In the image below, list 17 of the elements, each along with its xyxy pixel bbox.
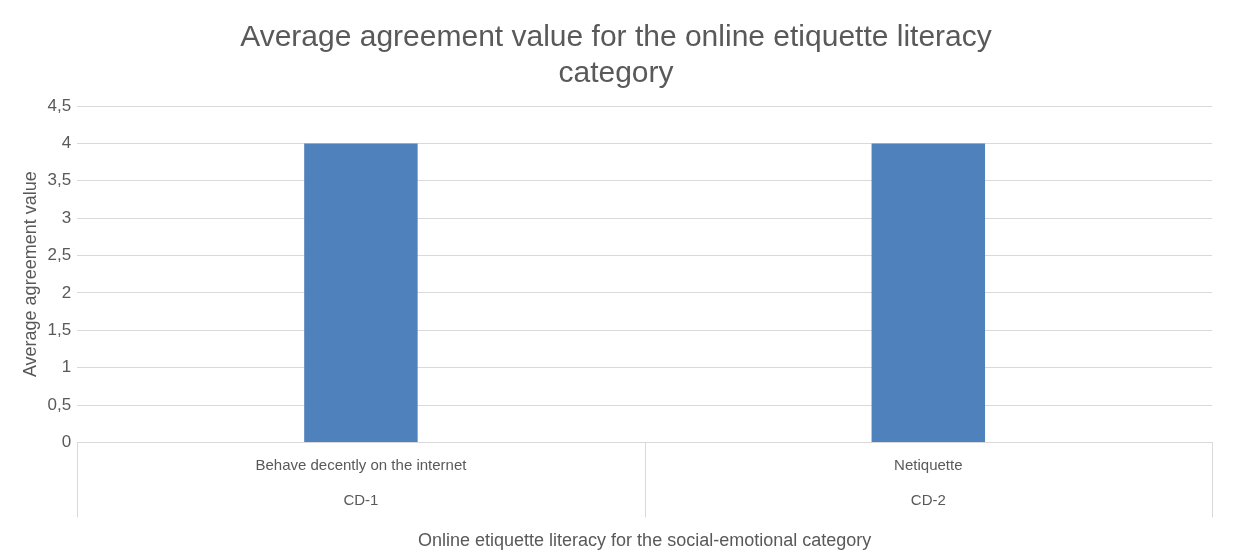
y-tick-label: 0,5	[47, 394, 72, 414]
x-tick-label: Behave decently on the internet	[255, 455, 468, 473]
y-tick-label: 2,5	[47, 245, 72, 265]
y-tick-label: 1,5	[47, 319, 72, 339]
x-tick-label: Netiquette	[894, 455, 963, 473]
text: CD-2	[910, 490, 946, 508]
y-tick-label: 4	[61, 133, 72, 153]
x-axis-title: Online etiquette literacy for the social-emotional category	[418, 530, 872, 551]
y-tick-label: 0	[61, 432, 72, 452]
y-tick-label: 3,5	[47, 170, 72, 190]
y-tick-label: 3	[61, 207, 72, 227]
text: CD-1	[343, 490, 379, 508]
chart-title: Average agreement value for the online etiquette literacy category	[240, 19, 992, 89]
y-tick-label: 2	[61, 282, 72, 302]
y-tick-label: 1	[61, 357, 72, 377]
y-axis-title: Average agreement value	[19, 171, 40, 378]
y-tick-label: 4,5	[47, 95, 72, 115]
